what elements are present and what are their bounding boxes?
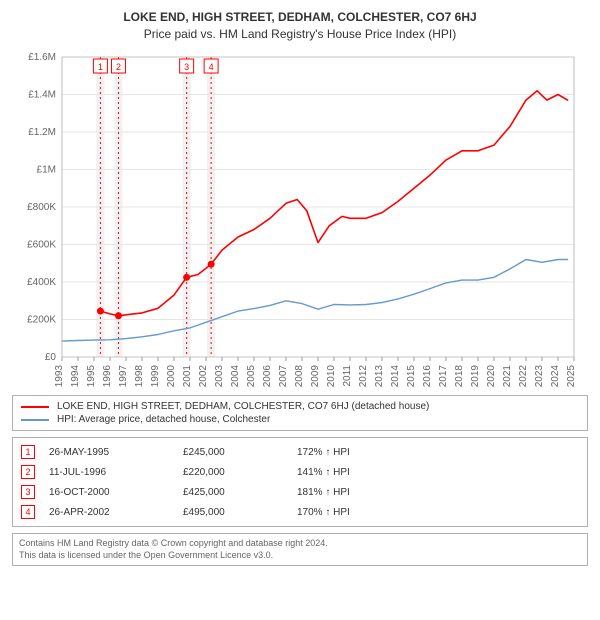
transaction-hpi-delta: 172% ↑ HPI — [297, 447, 350, 458]
svg-text:2021: 2021 — [502, 365, 513, 388]
legend-item: LOKE END, HIGH STREET, DEDHAM, COLCHESTE… — [21, 400, 579, 413]
svg-text:2012: 2012 — [358, 365, 369, 388]
svg-text:1995: 1995 — [86, 365, 97, 388]
svg-text:£200K: £200K — [27, 315, 56, 326]
svg-text:2002: 2002 — [198, 365, 209, 388]
transaction-row: 1 26-MAY-1995 £245,000 172% ↑ HPI — [19, 442, 581, 462]
svg-text:2015: 2015 — [406, 365, 417, 388]
transaction-price: £425,000 — [183, 487, 283, 498]
transaction-hpi-delta: 141% ↑ HPI — [297, 467, 350, 478]
titles: LOKE END, HIGH STREET, DEDHAM, COLCHESTE… — [12, 10, 588, 41]
legend: LOKE END, HIGH STREET, DEDHAM, COLCHESTE… — [12, 395, 588, 431]
svg-text:2011: 2011 — [342, 365, 353, 387]
footer-line-2: This data is licensed under the Open Gov… — [19, 550, 581, 562]
svg-text:2014: 2014 — [390, 365, 401, 388]
title-main: LOKE END, HIGH STREET, DEDHAM, COLCHESTE… — [12, 10, 588, 24]
legend-label: HPI: Average price, detached house, Colc… — [57, 414, 270, 425]
svg-text:2000: 2000 — [166, 365, 177, 388]
svg-text:2016: 2016 — [422, 365, 433, 388]
svg-text:2007: 2007 — [278, 365, 289, 388]
transaction-marker: 3 — [21, 485, 35, 499]
legend-swatch — [21, 406, 49, 408]
transaction-hpi-delta: 170% ↑ HPI — [297, 507, 350, 518]
svg-text:4: 4 — [209, 62, 214, 72]
svg-text:2: 2 — [116, 62, 121, 72]
svg-text:2013: 2013 — [374, 365, 385, 388]
svg-text:1993: 1993 — [54, 365, 65, 388]
svg-text:1994: 1994 — [70, 365, 81, 388]
footer-line-1: Contains HM Land Registry data © Crown c… — [19, 538, 581, 550]
line-chart: £0 £200K £400K £600K £800K £1M £1.2M £1.4M £1.6M… — [12, 49, 588, 389]
svg-text:2008: 2008 — [294, 365, 305, 388]
svg-text:£400K: £400K — [27, 277, 56, 288]
legend-item: HPI: Average price, detached house, Colc… — [21, 413, 579, 426]
svg-text:£1.4M: £1.4M — [28, 90, 56, 101]
svg-text:£1.2M: £1.2M — [28, 127, 56, 138]
svg-text:1998: 1998 — [134, 365, 145, 388]
svg-text:£800K: £800K — [27, 202, 56, 213]
svg-text:1996: 1996 — [102, 365, 113, 388]
transaction-row: 3 16-OCT-2000 £425,000 181% ↑ HPI — [19, 482, 581, 502]
transaction-marker: 1 — [21, 445, 35, 459]
svg-text:2018: 2018 — [454, 365, 465, 388]
transaction-hpi-delta: 181% ↑ HPI — [297, 487, 350, 498]
svg-text:2024: 2024 — [550, 365, 561, 388]
svg-text:1997: 1997 — [118, 365, 129, 388]
transaction-date: 26-APR-2002 — [49, 507, 169, 518]
svg-text:£1M: £1M — [37, 165, 56, 176]
transaction-marker: 2 — [21, 465, 35, 479]
svg-text:2010: 2010 — [326, 365, 337, 388]
chart-page: LOKE END, HIGH STREET, DEDHAM, COLCHESTE… — [0, 0, 600, 620]
svg-text:2009: 2009 — [310, 365, 321, 388]
svg-text:2022: 2022 — [518, 365, 529, 388]
svg-text:2004: 2004 — [230, 365, 241, 388]
svg-text:2025: 2025 — [566, 365, 577, 388]
chart-area: £0 £200K £400K £600K £800K £1M £1.2M £1.4M £1.6M… — [12, 49, 588, 389]
svg-text:£1.6M: £1.6M — [28, 52, 56, 63]
transaction-date: 11-JUL-1996 — [49, 467, 169, 478]
svg-text:3: 3 — [184, 62, 189, 72]
svg-text:2020: 2020 — [486, 365, 497, 388]
transaction-row: 4 26-APR-2002 £495,000 170% ↑ HPI — [19, 502, 581, 522]
svg-text:2017: 2017 — [438, 365, 449, 388]
svg-text:1: 1 — [98, 62, 103, 72]
transaction-price: £495,000 — [183, 507, 283, 518]
svg-text:£600K: £600K — [27, 240, 56, 251]
svg-text:2003: 2003 — [214, 365, 225, 388]
legend-swatch — [21, 419, 49, 421]
transaction-price: £220,000 — [183, 467, 283, 478]
transaction-price: £245,000 — [183, 447, 283, 458]
svg-text:£0: £0 — [45, 352, 57, 363]
transactions-table: 1 26-MAY-1995 £245,000 172% ↑ HPI 2 11-JUL-19… — [12, 437, 588, 527]
svg-text:1999: 1999 — [150, 365, 161, 388]
svg-text:2006: 2006 — [262, 365, 273, 388]
transaction-row: 2 11-JUL-1996 £220,000 141% ↑ HPI — [19, 462, 581, 482]
footer: Contains HM Land Registry data © Crown c… — [12, 533, 588, 566]
svg-text:2019: 2019 — [470, 365, 481, 388]
svg-text:2023: 2023 — [534, 365, 545, 388]
title-sub: Price paid vs. HM Land Registry's House … — [12, 27, 588, 41]
svg-text:2001: 2001 — [182, 365, 193, 388]
transaction-date: 16-OCT-2000 — [49, 487, 169, 498]
transaction-date: 26-MAY-1995 — [49, 447, 169, 458]
svg-text:2005: 2005 — [246, 365, 257, 388]
legend-label: LOKE END, HIGH STREET, DEDHAM, COLCHESTE… — [57, 401, 429, 412]
transaction-marker: 4 — [21, 505, 35, 519]
